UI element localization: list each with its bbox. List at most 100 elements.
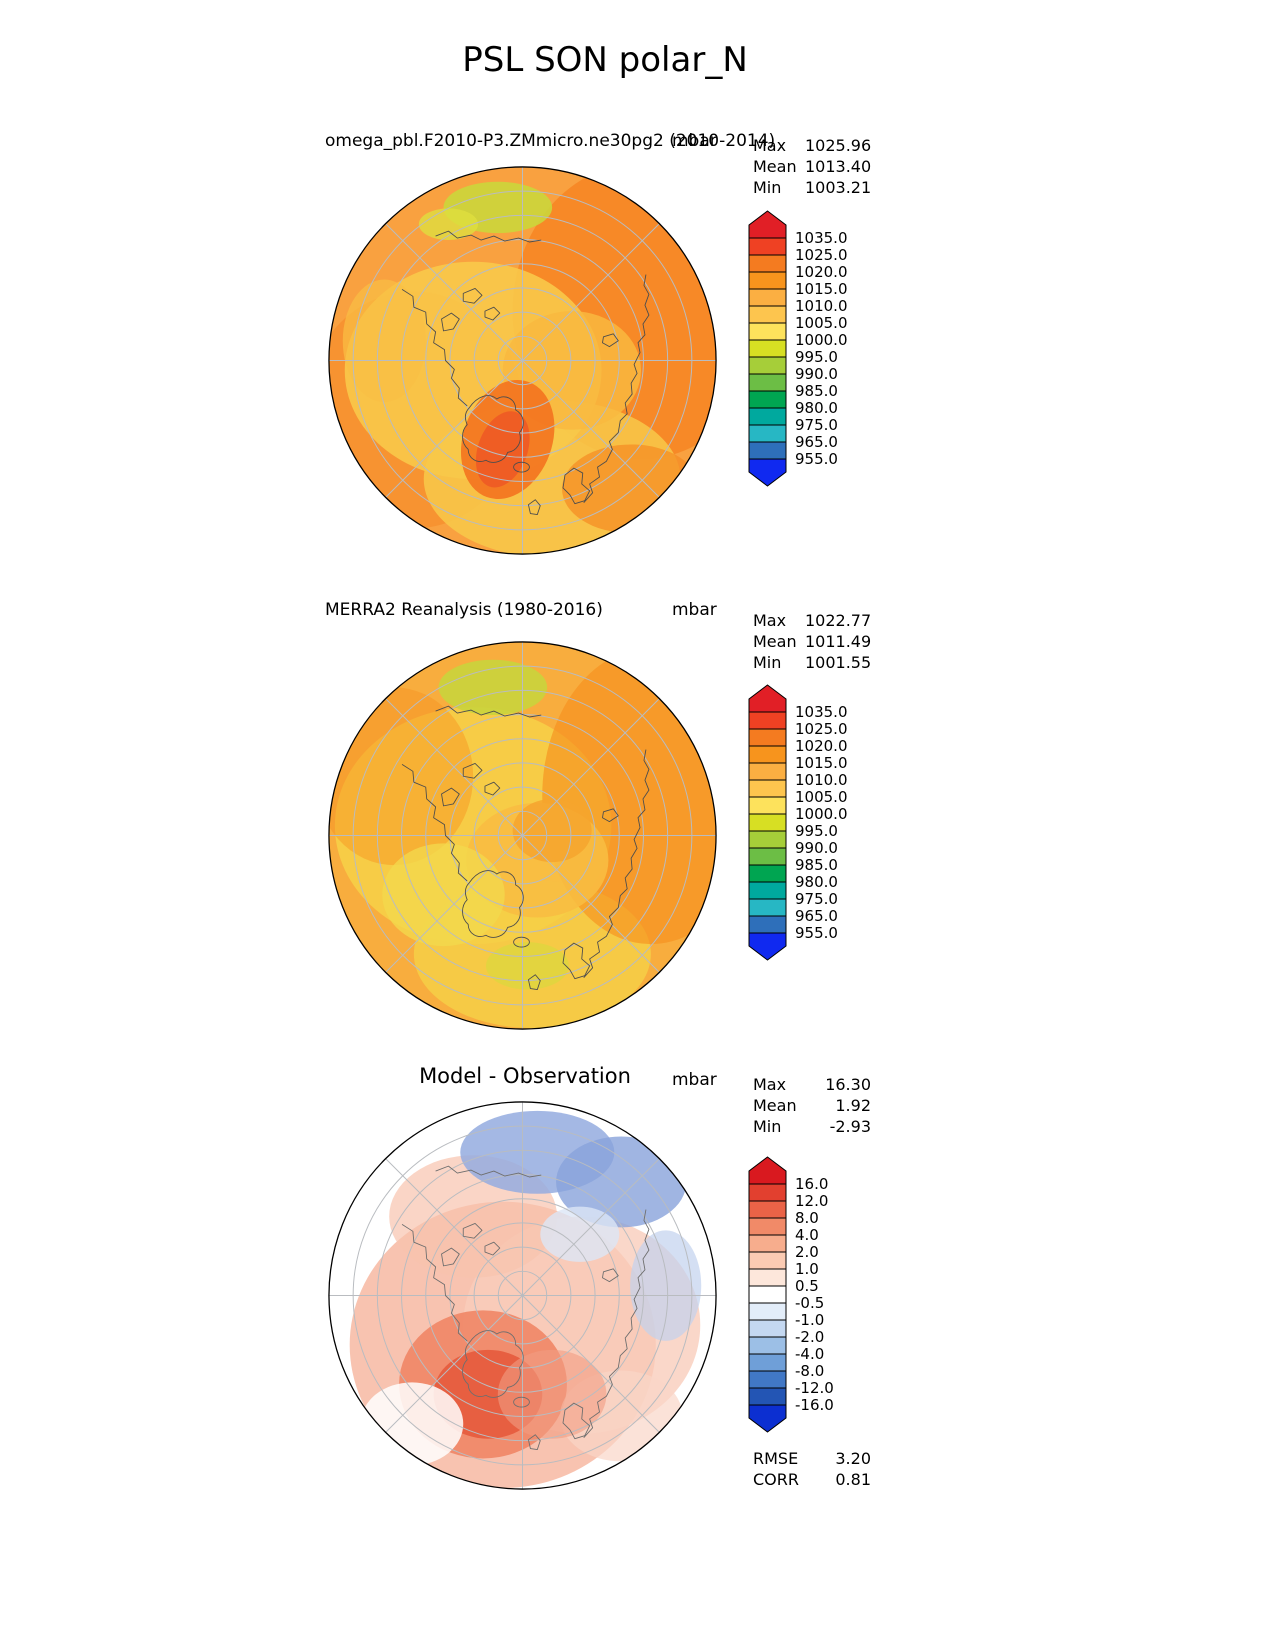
colorbar-label: 975.0: [795, 890, 838, 908]
colorbar-segment: [748, 288, 787, 307]
colorbar-label: 955.0: [795, 924, 838, 942]
colorbar-label: 1005.0: [795, 788, 848, 806]
rmse-corr-block: RMSE 3.20 CORR 0.81: [753, 1448, 871, 1490]
coastlines: [401, 705, 650, 990]
colorbar-label: 16.0: [795, 1175, 828, 1193]
stat-row: Min 1003.21: [753, 177, 871, 198]
stat-row: Mean 1011.49: [753, 631, 871, 652]
colorbar-segment: [748, 830, 787, 849]
panel-model: omega_pbl.F2010-P3.ZMmicro.ne30pg2 (2010…: [0, 125, 1275, 595]
colorbar-segment: [748, 1217, 787, 1236]
colorbar-label: 975.0: [795, 416, 838, 434]
stats-block: Max 1025.96 Mean 1013.40 Min 1003.21: [753, 135, 871, 198]
stat-value: -2.93: [829, 1117, 871, 1136]
stat-label: Max: [753, 1075, 787, 1094]
colorbar-arrow-bottom: [748, 458, 787, 487]
panel-title: omega_pbl.F2010-P3.ZMmicro.ne30pg2 (2010…: [325, 131, 776, 151]
colorbar-arrow-bottom: [748, 1404, 787, 1433]
colorbar-arrow-top: [748, 1156, 787, 1185]
colorbar-segment: [748, 441, 787, 460]
colorbar-segment: [748, 1353, 787, 1372]
stat-label: Min: [753, 653, 782, 672]
colorbar-arrow-bottom: [748, 932, 787, 961]
colorbar-segment: [748, 1336, 787, 1355]
colorbar-label: -1.0: [795, 1311, 824, 1329]
colorbar-segment: [748, 728, 787, 747]
stats-block: Max 16.30 Mean 1.92 Min -2.93: [753, 1074, 871, 1137]
colorbar-label: 1.0: [795, 1260, 819, 1278]
colorbar-segment: [748, 424, 787, 443]
colorbar-svg: 1035.01025.01020.01015.01010.01005.01000…: [748, 210, 848, 487]
colorbar-segment: [748, 1387, 787, 1406]
colorbar-segment: [748, 1183, 787, 1202]
stat-value: 0.81: [835, 1470, 871, 1489]
colorbar-segment: [748, 1319, 787, 1338]
stat-value: 1013.40: [805, 157, 872, 176]
colorbar: 1035.0 1025.0 1020.0 1015.0 1010.0 1005.0 1000…: [748, 684, 860, 965]
colorbar-label: 990.0: [795, 365, 838, 383]
colorbar-label: -12.0: [795, 1379, 834, 1397]
colorbar-segment: [748, 373, 787, 392]
colorbar-label: 1035.0: [795, 229, 848, 247]
colorbar-label: -8.0: [795, 1362, 824, 1380]
colorbar-svg: 1035.01025.01020.01015.01010.01005.01000…: [748, 684, 848, 961]
colorbar-label: 1015.0: [795, 754, 848, 772]
colorbar-segment: [748, 745, 787, 764]
colorbar-label: 1025.0: [795, 720, 848, 738]
stat-label: RMSE: [753, 1449, 799, 1468]
colorbar-arrow-top: [748, 210, 787, 239]
colorbar-segment: [748, 881, 787, 900]
stat-row: Mean 1013.40: [753, 156, 871, 177]
colorbar-segment: [748, 1302, 787, 1321]
colorbar-label: 0.5: [795, 1277, 819, 1295]
stat-label: Mean: [753, 1096, 797, 1115]
colorbar-segment: [748, 1268, 787, 1287]
colorbar: 1035.0 1025.0 1020.0 1015.0 1010.0 1005.0 1000…: [748, 210, 860, 491]
polar-map-difference: [325, 1098, 720, 1493]
colorbar-label: 1010.0: [795, 297, 848, 315]
colorbar-segment: [748, 711, 787, 730]
colorbar-label: 12.0: [795, 1192, 828, 1210]
units-label: mbar: [672, 1070, 717, 1090]
page-title: PSL SON polar_N: [462, 40, 748, 80]
colorbar-label: 1005.0: [795, 314, 848, 332]
colorbar-label: 1015.0: [795, 280, 848, 298]
colorbar-segment: [748, 796, 787, 815]
colorbar-label: 995.0: [795, 348, 838, 366]
coastlines: [401, 1165, 650, 1450]
colorbar-segment: [748, 813, 787, 832]
stat-value: 1001.55: [805, 653, 872, 672]
polar-map-svg: [328, 166, 717, 555]
units-label: mbar: [672, 131, 717, 151]
colorbar-segment: [748, 390, 787, 409]
colorbar-segment: [748, 847, 787, 866]
colorbar-label: 1025.0: [795, 246, 848, 264]
colorbar-label: -16.0: [795, 1396, 834, 1414]
colorbar-label: -4.0: [795, 1345, 824, 1363]
units-label: mbar: [672, 600, 717, 620]
colorbar-label: 990.0: [795, 839, 838, 857]
stat-value: 1003.21: [805, 178, 872, 197]
stat-label: CORR: [753, 1470, 799, 1489]
stat-row: CORR 0.81: [753, 1469, 871, 1490]
colorbar-label: 980.0: [795, 873, 838, 891]
colorbar-label: 965.0: [795, 433, 838, 451]
colorbar-segment: [748, 779, 787, 798]
colorbar-label: 1020.0: [795, 737, 848, 755]
stat-row: Min -2.93: [753, 1116, 871, 1137]
colorbar-segment: [748, 1200, 787, 1219]
stats-block: Max 1022.77 Mean 1011.49 Min 1001.55: [753, 610, 871, 673]
colorbar-segment: [748, 339, 787, 358]
stat-label: Min: [753, 1117, 782, 1136]
colorbar-svg: 16.012.08.04.02.01.00.5-0.5-1.0-2.0-4.0-…: [748, 1156, 834, 1433]
stat-value: 1.92: [835, 1096, 871, 1115]
stat-row: Mean 1.92: [753, 1095, 871, 1116]
colorbar-segment: [748, 237, 787, 256]
panel-observation: MERRA2 Reanalysis (1980-2016) mbar Max 1…: [0, 592, 1275, 1062]
colorbar-segment: [748, 1234, 787, 1253]
colorbar-arrow-top: [748, 684, 787, 713]
colorbar-segment: [748, 915, 787, 934]
colorbar: 16.0 12.0 8.0 4.0 2.0 1.0 0.5 -0.5 -1.0 -2.0 -4.0-…: [748, 1156, 860, 1437]
panel-title: MERRA2 Reanalysis (1980-2016): [325, 600, 603, 620]
colorbar-label: 1035.0: [795, 703, 848, 721]
